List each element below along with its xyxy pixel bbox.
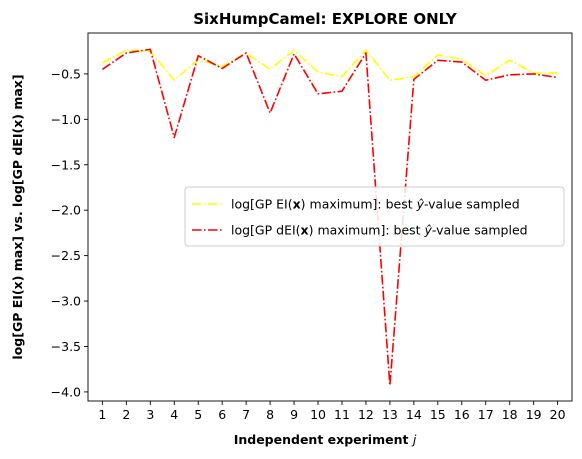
legend-label-part: ) maximum]: best <box>309 223 425 238</box>
legend-label-part: -value sampled <box>424 197 520 212</box>
legend-label-part: log[GP dEI( <box>231 223 301 238</box>
y-axis-label: log[GP EI(x) max] vs. log[GP dEI(x) max] <box>10 74 25 359</box>
x-tick-label: 10 <box>310 407 326 422</box>
x-tick-label: 18 <box>502 407 518 422</box>
legend-label-part: -value sampled <box>432 223 528 238</box>
legend-label-part: x <box>293 197 301 212</box>
x-tick-label: 20 <box>550 407 566 422</box>
chart-title: SixHumpCamel: EXPLORE ONLY <box>193 10 458 28</box>
x-tick-label: 2 <box>122 407 130 422</box>
x-axis-label-text: Independent experiment <box>234 432 413 447</box>
series-line-2 <box>101 48 558 387</box>
legend-label-part: ŷ <box>416 197 425 212</box>
legend-label-part: x <box>301 223 309 238</box>
x-tick-label: 14 <box>406 407 422 422</box>
series-line-1 <box>102 49 558 82</box>
x-tick-label: 9 <box>290 407 298 422</box>
legend-label-part: ŷ <box>424 223 433 238</box>
x-tick-label: 4 <box>170 407 178 422</box>
y-tick-label: −3.0 <box>51 294 81 309</box>
plot-area: 1 2 3 4 5 6 7 8 9 10 11 12 13 14 15 16 17 18 19 20−4.0−3.5−… <box>51 32 573 422</box>
legend-label-1: log[GP EI(x) maximum]: best ŷ-value samp… <box>231 197 520 212</box>
legend-label-part: log[GP EI( <box>231 197 293 212</box>
x-tick-label: 5 <box>194 407 202 422</box>
y-tick-label: −3.5 <box>51 339 81 354</box>
x-axis-label-var: j <box>411 432 417 447</box>
x-tick-label: 13 <box>382 407 398 422</box>
x-tick-label: 19 <box>526 407 542 422</box>
x-tick-label: 11 <box>334 407 350 422</box>
x-tick-label: 12 <box>358 407 374 422</box>
x-tick-label: 15 <box>430 407 446 422</box>
x-tick-label: 1 <box>98 407 106 422</box>
x-tick-label: 17 <box>478 407 494 422</box>
x-axis-label: Independent experiment j <box>234 432 417 447</box>
x-tick-label: 8 <box>266 407 274 422</box>
y-tick-label: −0.5 <box>51 66 81 81</box>
legend-label-part: ) maximum]: best <box>301 197 417 212</box>
y-tick-label: −1.5 <box>51 157 81 172</box>
x-tick-label: 16 <box>454 407 470 422</box>
series-group <box>101 48 558 387</box>
axes-frame <box>87 32 573 402</box>
y-tick-label: −2.5 <box>51 248 81 263</box>
y-tick-label: −2.0 <box>51 203 81 218</box>
y-tick-label: −4.0 <box>51 384 81 399</box>
legend-box <box>184 186 565 247</box>
legend: log[GP EI(x) maximum]: best ŷ-value samp… <box>184 186 565 247</box>
legend-label-2: log[GP dEI(x) maximum]: best ŷ-value sam… <box>231 223 528 238</box>
x-tick-label: 6 <box>218 407 226 422</box>
x-tick-label: 7 <box>242 407 250 422</box>
x-tick-label: 3 <box>146 407 154 422</box>
y-tick-label: −1.0 <box>51 112 81 127</box>
